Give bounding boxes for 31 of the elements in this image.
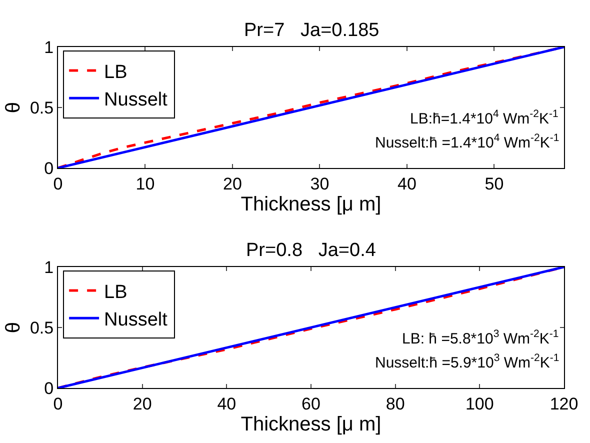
y-tick-label: 0 [44, 158, 54, 178]
legend-label: Nusselt [104, 310, 168, 331]
x-tick-label: 50 [484, 174, 504, 194]
y-axis-title: θ [2, 102, 24, 114]
y-tick-label: 1 [44, 38, 54, 57]
x-tick-label: 60 [302, 394, 320, 414]
annotation: Nusselt:h̄ =1.4*10$^{4}$ Wm$^{-2}$K$^{-1}$ [375, 132, 560, 152]
y-tick-label: 0.5 [30, 318, 54, 338]
x-tick-label: 40 [398, 174, 416, 194]
legend-label: LB [104, 282, 128, 303]
x-tick-label: 80 [386, 394, 405, 414]
x-tick-label: 20 [132, 394, 152, 414]
annotation: Nusselt:h̄ =5.9*10$^{3}$ Wm$^{-2}$K$^{-1}$ [375, 352, 560, 372]
chart-title: Pr=0.8 Ja=0.4 [246, 240, 376, 261]
y-tick-label: 0.5 [30, 98, 54, 118]
y-axis-title: θ [2, 322, 24, 334]
annotation: LB: h̄ =5.8*10$^{3}$ Wm$^{-2}$K$^{-1}$ [402, 328, 559, 348]
x-tick-label: 40 [217, 394, 236, 414]
x-tick-label: 20 [223, 174, 242, 194]
x-axis-title: Thickness [μ m] [240, 193, 382, 216]
x-tick-label: 100 [465, 394, 494, 414]
y-tick-label: 1 [44, 258, 54, 277]
x-axis-title: Thickness [μ m] [240, 413, 382, 436]
x-tick-label: 30 [310, 174, 330, 194]
chart-title: Pr=7 Ja=0.185 [244, 20, 380, 41]
legend-label: Nusselt [104, 90, 168, 111]
x-tick-label: 10 [136, 174, 155, 194]
legend-label: LB [104, 62, 128, 83]
x-tick-label: 120 [550, 394, 578, 414]
y-tick-label: 0 [44, 378, 54, 398]
annotation: LB:h̄=1.4*10$^{4}$ Wm$^{-2}$K$^{-1}$ [410, 108, 559, 128]
